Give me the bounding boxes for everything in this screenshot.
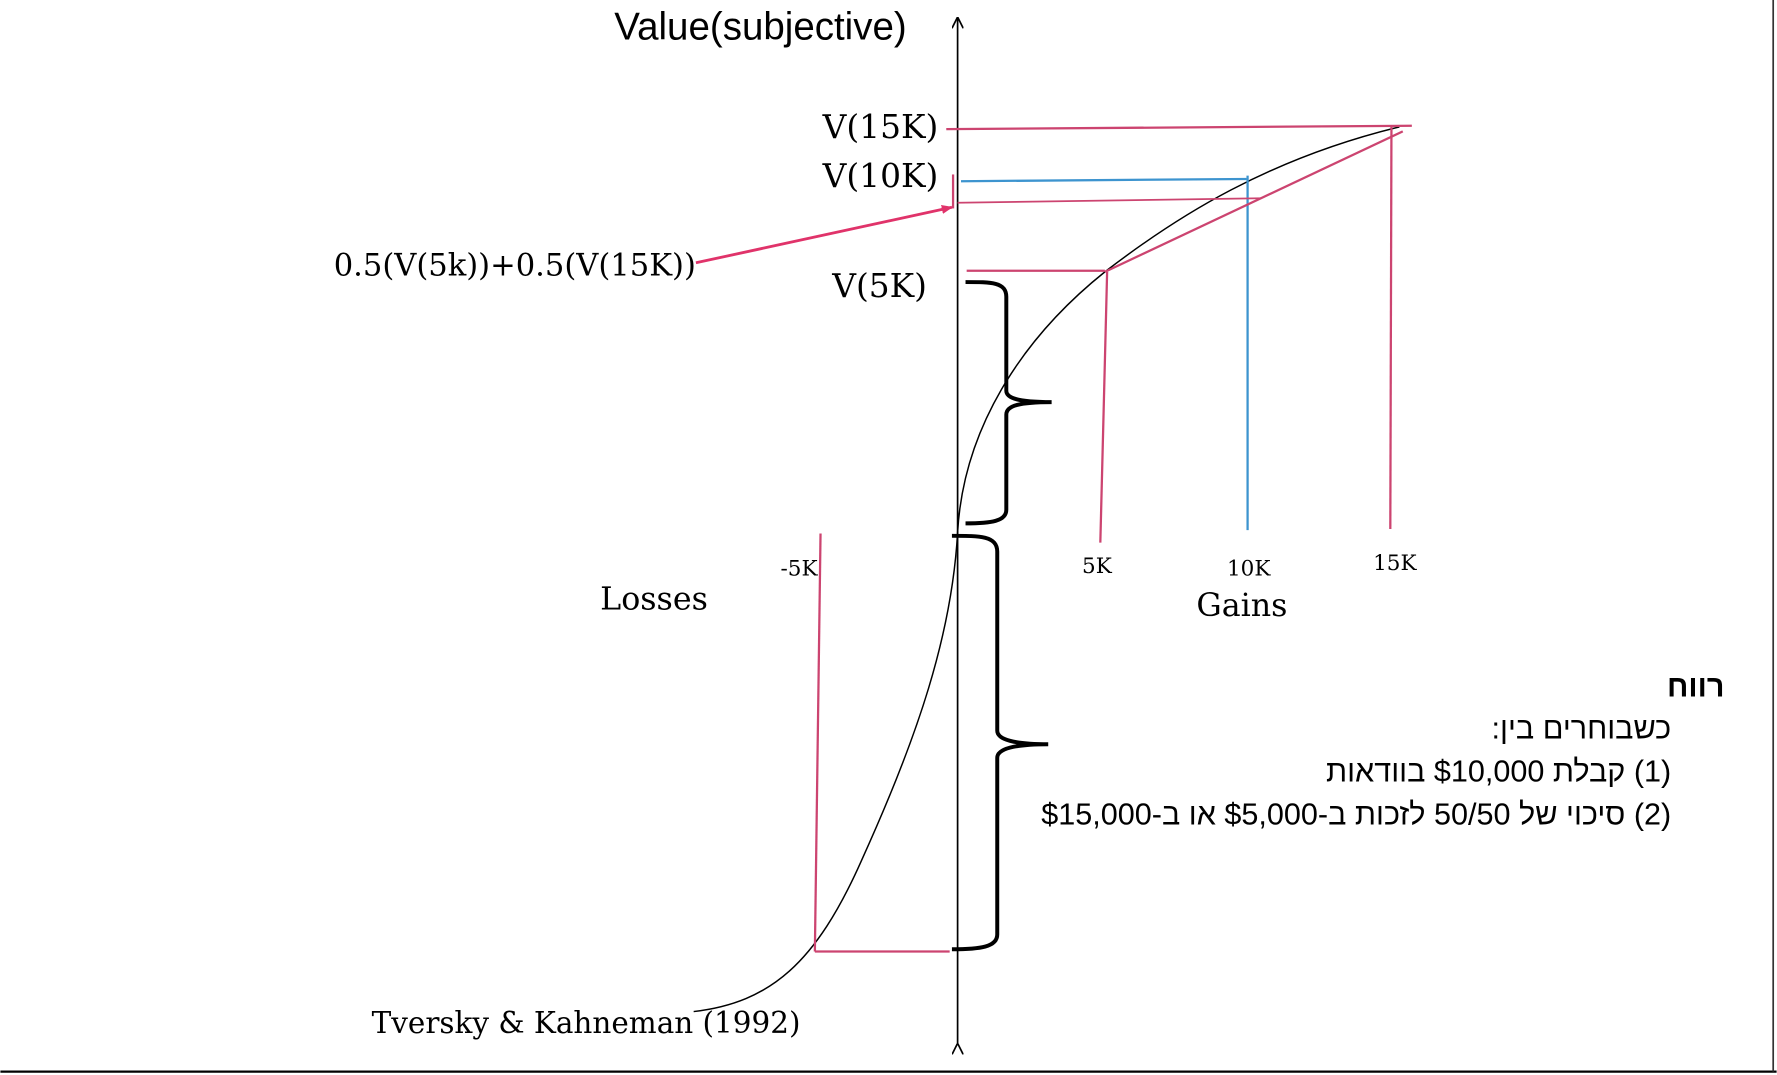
expected-value-line [957,197,1262,204]
chord-line [1104,130,1404,273]
loss-brace [951,533,1049,952]
v10k-label: V(10K) [822,157,939,195]
tick-10k: 10K [1227,556,1271,581]
gain-brace [965,280,1052,526]
gains-label: Gains [1196,588,1287,624]
tick-5k: 5K [1082,554,1113,579]
15k-vertical [1389,126,1393,530]
hebrew-line-3: (2) סיכוי של 50/50 לזכות ב-$5,000 או ב-$… [1041,798,1671,832]
5k-vertical [1099,271,1109,543]
losses-label: Losses [600,581,708,617]
expected-value-label: 0.5(V(5k))+0.5(V(15K)) [334,248,696,283]
expected-arrow [695,205,954,265]
v10k-line [960,177,1247,183]
v15k-label: V(15K) [822,108,939,146]
v5k-label: V(5K) [831,267,927,305]
neg5k-vertical [813,533,822,952]
value-curve [693,126,1400,1013]
axis-title: Value(subjective) [614,6,906,49]
v15k-line [946,124,1412,131]
hebrew-heading: רווח [1667,670,1724,704]
tick-15k: 15K [1373,551,1417,576]
hebrew-line-1: כשבוחרים בין: [1492,712,1672,746]
hebrew-line-2: (1) קבלת $10,000 בוודאות [1326,755,1671,789]
tick-neg5k: -5K [780,556,818,581]
citation: Tversky & Kahneman (1992) [372,1006,801,1040]
